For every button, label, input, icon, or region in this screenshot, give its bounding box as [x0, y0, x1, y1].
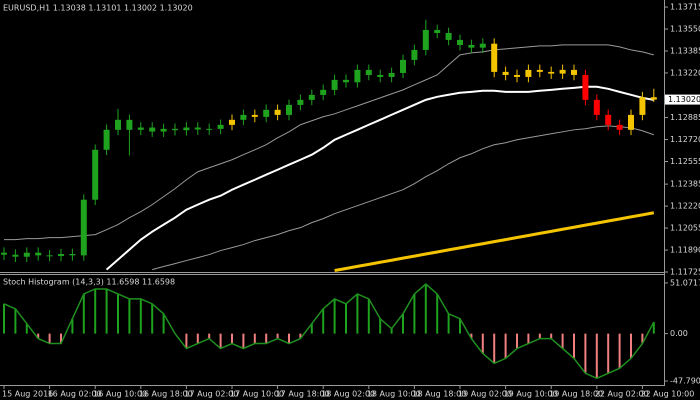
x-tick-label: 19 Aug 18:00	[549, 390, 603, 399]
x-tick-label: 16 Aug 18:00	[139, 390, 193, 399]
x-tick-label: 15 Aug 2016	[2, 390, 53, 399]
candle-body	[593, 99, 600, 115]
candle-body	[536, 69, 543, 72]
candle-body	[343, 79, 349, 83]
candle-body	[514, 74, 520, 77]
candle-body	[194, 127, 201, 130]
candle-body	[251, 114, 258, 117]
candle-body	[457, 39, 463, 46]
candle-body	[12, 254, 19, 257]
candle-body	[149, 127, 156, 132]
candle-body	[160, 128, 167, 132]
x-tick-label: 17 Aug 02:00	[184, 390, 238, 399]
candle-body	[263, 109, 270, 117]
y-tick-label: 0.00	[670, 329, 688, 338]
candle-body	[525, 69, 532, 77]
candle-body	[377, 74, 384, 77]
candle-body	[365, 69, 372, 75]
candle-body	[240, 114, 247, 120]
y-tick-label: 1.12055	[670, 224, 700, 233]
indicator-line	[105, 85, 654, 271]
y-tick-label: 1.13385	[670, 46, 700, 55]
y-tick-label: -47.7905	[670, 377, 700, 386]
candle-body	[58, 254, 64, 257]
candle-body	[354, 69, 361, 83]
candle-body	[331, 79, 338, 90]
y-tick-label: 1.12885	[670, 113, 700, 122]
y-tick-label: 1.13550	[670, 25, 700, 34]
candle-body	[297, 99, 304, 105]
candle-body	[183, 127, 190, 131]
x-tick-label: 18 Aug 10:00	[367, 390, 421, 399]
candle-body	[137, 127, 144, 130]
y-tick-label: 1.12720	[670, 135, 700, 144]
x-tick-label: 17 Aug 10:00	[230, 390, 284, 399]
y-tick-label: 1.12220	[670, 202, 700, 211]
x-tick-label: 22 Aug 10:00	[640, 390, 694, 399]
x-tick-label: 19 Aug 10:00	[504, 390, 558, 399]
candle-body	[69, 254, 76, 256]
candle-body	[650, 97, 657, 100]
candle-body	[80, 199, 87, 256]
y-tick-label: 1.12555	[670, 157, 700, 166]
candle-body	[502, 71, 509, 75]
candle-body	[126, 119, 133, 130]
y-tick-label: 1.13715	[670, 3, 700, 12]
candle-body	[46, 255, 53, 257]
candle-body	[115, 119, 121, 130]
candle-body	[400, 59, 406, 73]
x-tick-label: 16 Aug 02:00	[48, 390, 102, 399]
candle-body	[172, 128, 178, 131]
candle-body	[605, 114, 612, 125]
y-tick-label: 1.11890	[670, 246, 700, 255]
x-tick-label: 22 Aug 02:00	[595, 390, 649, 399]
candle-body	[206, 128, 213, 130]
candle-body	[434, 29, 441, 34]
x-tick-label: 16 Aug 10:00	[93, 390, 147, 399]
candle-body	[479, 43, 486, 48]
candle-body	[229, 119, 235, 125]
candle-body	[559, 69, 566, 74]
candle-body	[274, 109, 281, 115]
candle-body	[23, 252, 30, 257]
candle-body	[628, 114, 634, 130]
x-tick-label: 18 Aug 18:00	[412, 390, 466, 399]
price-marker-label: 1.13020	[668, 95, 700, 104]
y-tick-label: 1.13220	[670, 68, 700, 77]
indicator-line	[334, 211, 655, 273]
price-marker	[665, 94, 700, 105]
indicator-line	[4, 44, 654, 241]
candle-body	[571, 69, 577, 75]
candle-body	[92, 149, 99, 200]
candle-body	[422, 29, 429, 50]
candle-body	[103, 129, 110, 150]
candle-body	[388, 72, 395, 77]
histogram-line	[3, 283, 655, 380]
candle-body	[286, 104, 292, 115]
candle-body	[1, 252, 7, 255]
candle-body	[445, 33, 452, 40]
x-tick-label: 19 Aug 02:00	[458, 390, 512, 399]
chart-title: EURUSD,H1 1.13038 1.13101 1.13002 1.1302…	[3, 4, 193, 13]
y-tick-label: 51.0717	[670, 278, 700, 287]
candle-body	[491, 43, 498, 72]
candle-body	[639, 97, 646, 115]
y-tick-label: 1.11725	[670, 268, 700, 277]
candle-body	[411, 49, 418, 60]
candle-body	[308, 94, 315, 100]
candle-body	[35, 252, 42, 256]
candle-body	[217, 124, 224, 129]
candle-body	[320, 89, 327, 95]
indicator-title: Stoch Histogram (14,3,3) 11.6598 11.6598	[3, 278, 175, 287]
candle-body	[616, 124, 623, 130]
indicator-line	[152, 125, 654, 271]
x-tick-label: 18 Aug 02:00	[321, 390, 375, 399]
candle-body	[468, 45, 475, 48]
candle-body	[582, 74, 589, 100]
y-tick-label: 1.12385	[670, 180, 700, 189]
x-tick-label: 17 Aug 18:00	[276, 390, 330, 399]
candle-body	[548, 71, 555, 74]
